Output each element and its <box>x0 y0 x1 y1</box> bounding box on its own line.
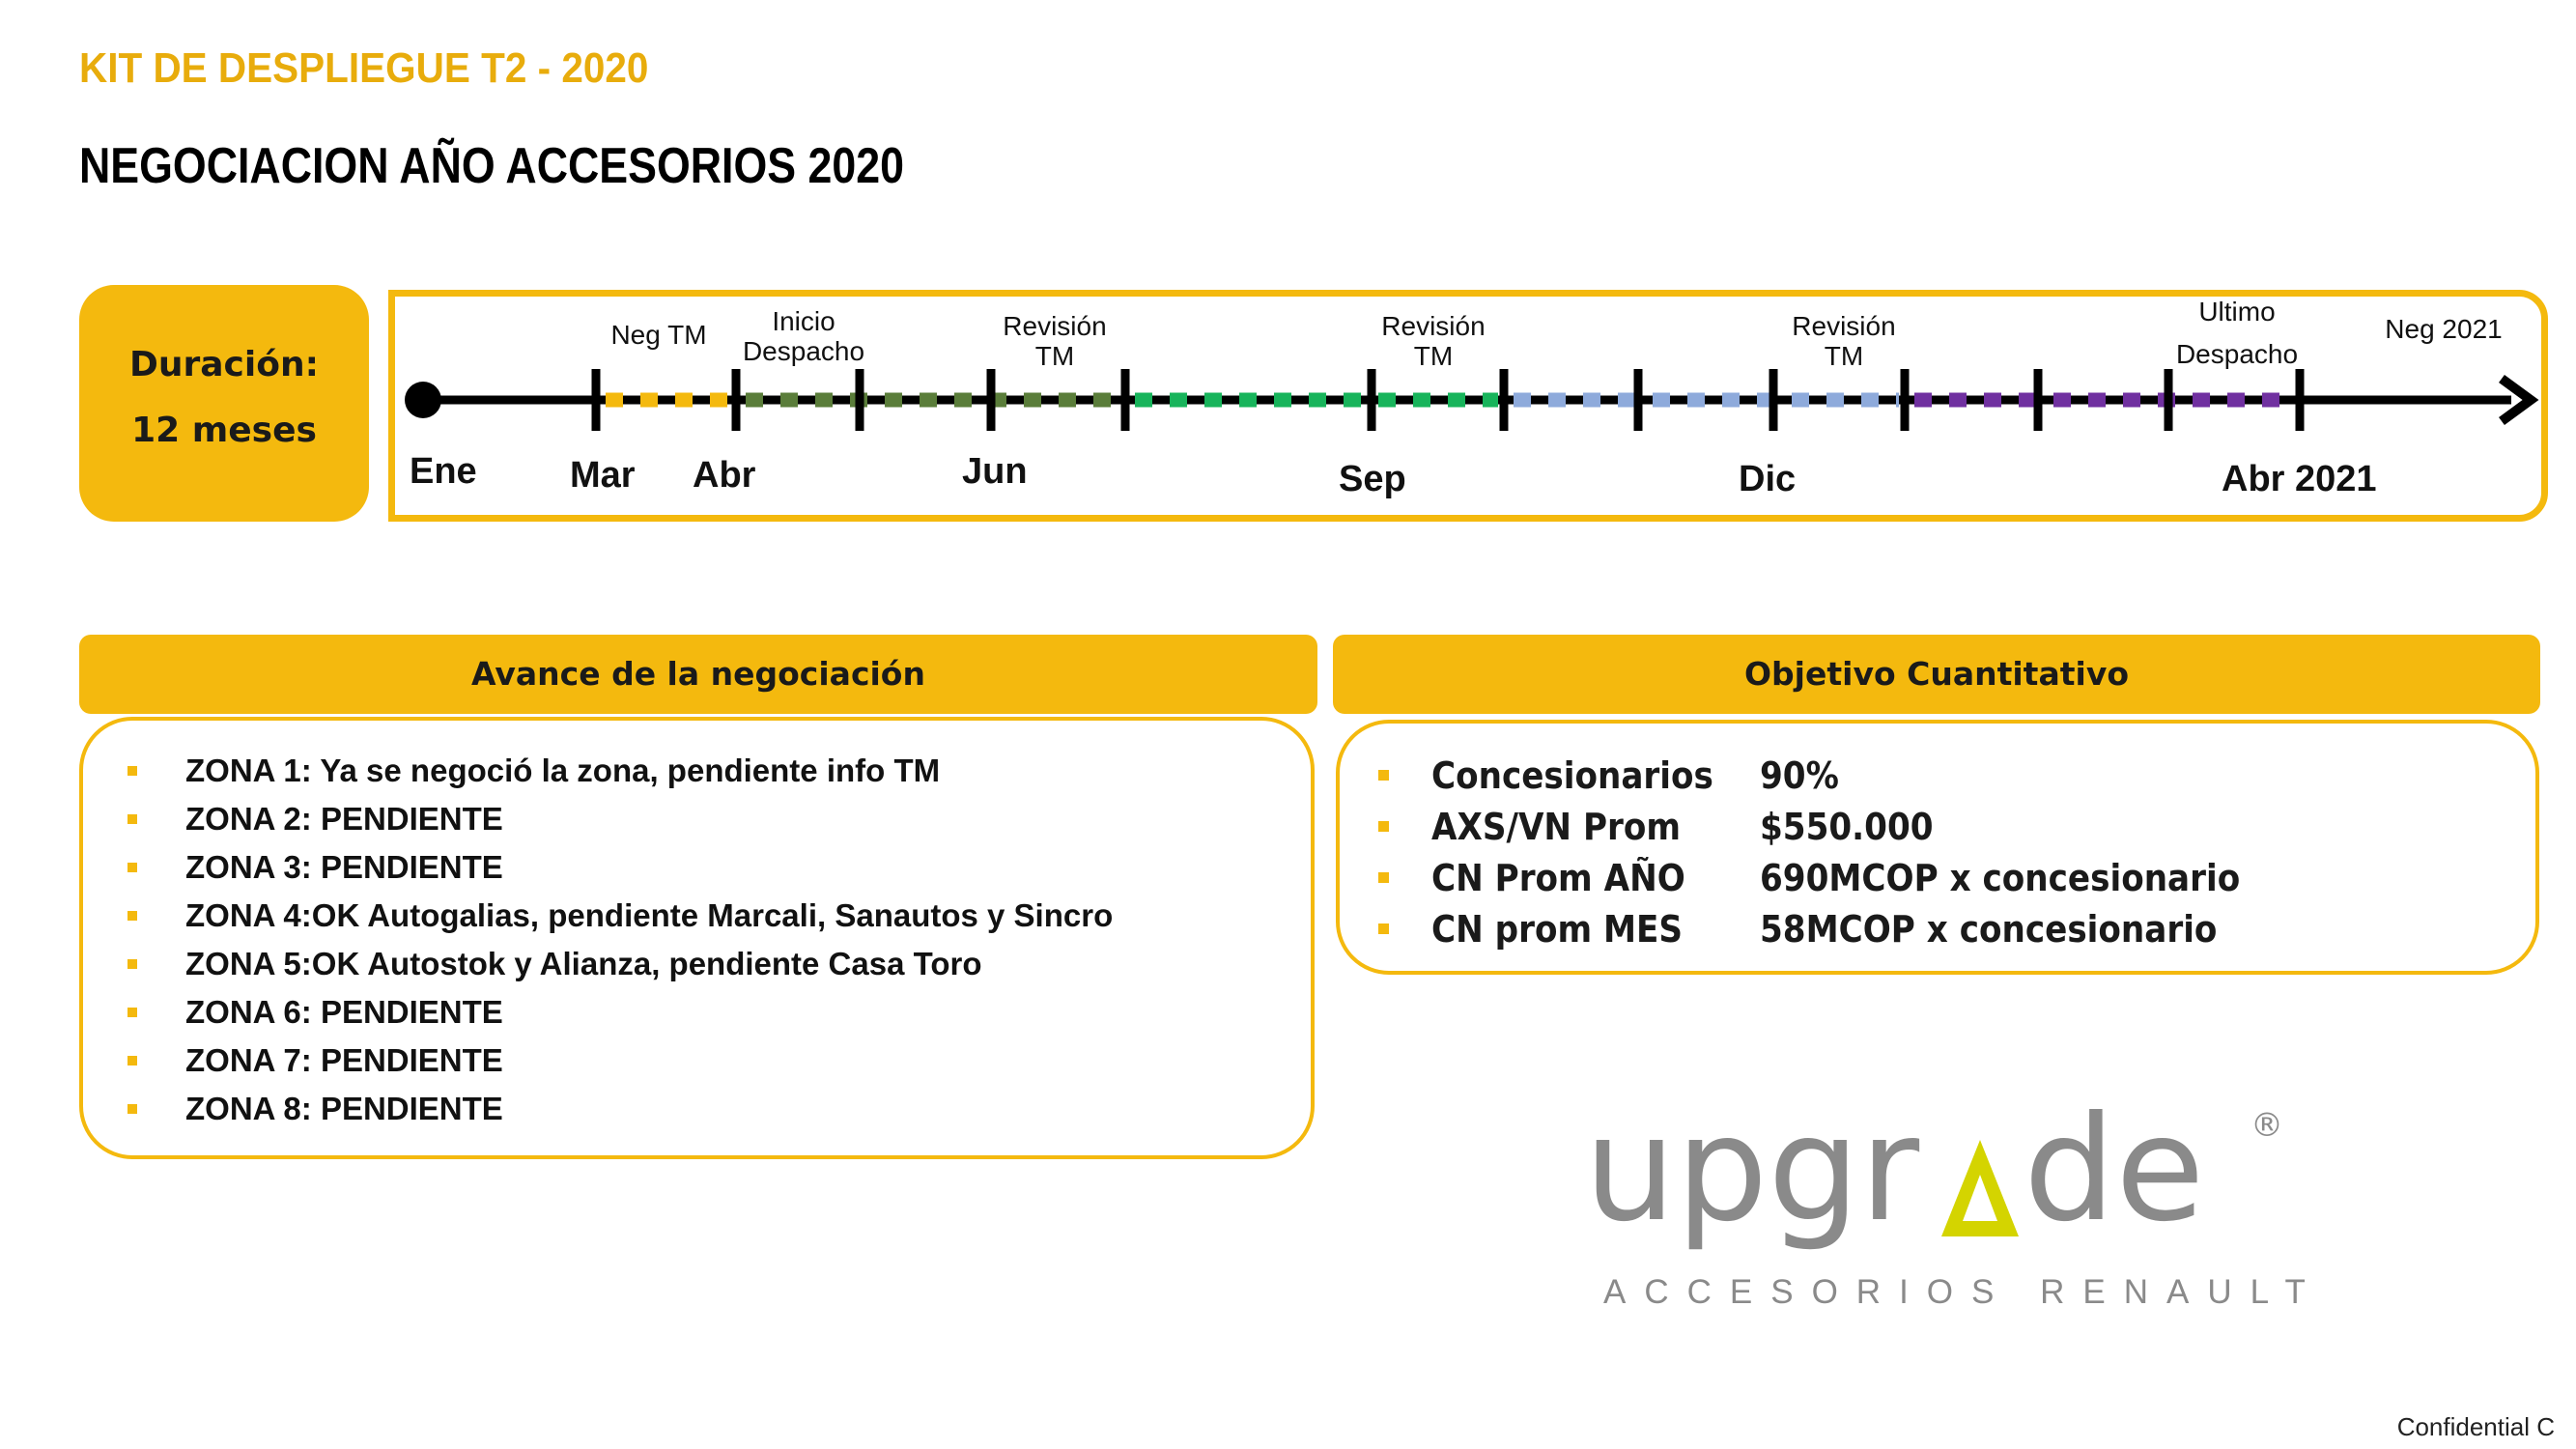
month-label: Abr 2021 <box>2222 459 2377 499</box>
zone-text: ZONA 2: PENDIENTE <box>185 801 503 837</box>
avance-panel: ZONA 1: Ya se negoció la zona, pendiente… <box>79 717 1315 1159</box>
month-label: Jun <box>962 451 1028 492</box>
zone-text: ZONA 3: PENDIENTE <box>185 849 503 885</box>
objetivo-label: Concesionarios <box>1431 754 1713 797</box>
objetivo-value: 690MCOP x concesionario <box>1760 857 2241 899</box>
zone-list: ZONA 1: Ya se negoció la zona, pendiente… <box>83 747 1113 1133</box>
milestone-label: Revisión <box>1003 311 1106 341</box>
objetivo-label: AXS/VN Prom <box>1431 806 1682 848</box>
zone-text: ZONA 7: PENDIENTE <box>185 1042 503 1078</box>
month-label: Mar <box>570 455 636 496</box>
milestone-label: TM <box>1035 341 1074 371</box>
list-item: ZONA 1: Ya se negoció la zona, pendiente… <box>83 747 1113 795</box>
objetivo-label: CN prom MES <box>1431 908 1684 951</box>
list-item: ZONA 7: PENDIENTE <box>83 1037 1113 1085</box>
objetivo-value: $550.000 <box>1760 806 1934 848</box>
duration-box: Duración: 12 meses <box>79 285 369 522</box>
logo-subtitle: ACCESORIOS RENAULT <box>1603 1273 2324 1311</box>
milestone-label: Ultimo <box>2198 297 2275 327</box>
month-label: Abr <box>693 455 756 496</box>
timeline-start-dot <box>405 382 441 418</box>
kit-title: KIT DE DESPLIEGUE T2 - 2020 <box>79 44 649 92</box>
duration-value: 12 meses <box>131 411 317 450</box>
list-item: ZONA 8: PENDIENTE <box>83 1085 1113 1133</box>
registered-icon: ® <box>2250 1106 2283 1145</box>
logo-triangle-icon <box>1941 1140 2019 1236</box>
objetivo-panel: Concesionarios 90% AXS/VN Prom $550.000 CN… <box>1336 720 2539 975</box>
zone-text: ZONA 5:OK Autostok y Alianza, pendiente … <box>185 946 982 981</box>
objetivo-label: CN Prom AÑO <box>1431 857 1685 899</box>
confidential-label: Confidential C <box>2396 1412 2555 1441</box>
month-label: Dic <box>1739 459 1796 499</box>
bullet-icon <box>127 959 137 969</box>
bullet-icon <box>127 911 137 921</box>
list-item: ZONA 6: PENDIENTE <box>83 988 1113 1037</box>
zone-text: ZONA 6: PENDIENTE <box>185 994 503 1030</box>
zone-text: ZONA 4:OK Autogalias, pendiente Marcali,… <box>185 897 1114 933</box>
milestone-label: Revisión <box>1381 311 1485 341</box>
bullet-icon <box>127 1008 137 1017</box>
logo-triangle-base <box>1953 1221 2007 1236</box>
bullet-icon <box>127 863 137 872</box>
upgrade-logo: upgr de ® <box>1584 1101 2283 1254</box>
bullet-icon <box>127 814 137 824</box>
milestone-label: Despacho <box>743 336 864 366</box>
bullet-icon <box>1378 821 1389 832</box>
objetivo-value: 90% <box>1760 754 1839 797</box>
logo-wordmark-left: upgr <box>1584 1101 1919 1254</box>
milestone-label: Neg TM <box>610 320 706 350</box>
milestone-label: TM <box>1825 341 1863 371</box>
zone-text: ZONA 1: Ya se negoció la zona, pendiente… <box>185 753 941 788</box>
arrow-head-icon <box>2499 374 2539 426</box>
bullet-icon <box>1378 770 1389 781</box>
bullet-icon <box>1378 872 1389 883</box>
list-item: ZONA 5:OK Autostok y Alianza, pendiente … <box>83 940 1113 988</box>
list-item: ZONA 4:OK Autogalias, pendiente Marcali,… <box>83 892 1113 940</box>
month-label: Ene <box>410 451 477 492</box>
milestone-label: TM <box>1414 341 1453 371</box>
bullet-icon <box>1378 923 1389 934</box>
milestone-label: Despacho <box>2176 339 2298 369</box>
bullet-icon <box>127 1056 137 1065</box>
list-item: ZONA 2: PENDIENTE <box>83 795 1113 843</box>
bullet-icon <box>127 1104 137 1114</box>
list-item: ZONA 3: PENDIENTE <box>83 843 1113 892</box>
page-title: NEGOCIACION AÑO ACCESORIOS 2020 <box>79 138 904 194</box>
zone-text: ZONA 8: PENDIENTE <box>185 1091 503 1126</box>
objetivo-header: Objetivo Cuantitativo <box>1333 635 2540 714</box>
bullet-icon <box>127 766 137 776</box>
logo-wordmark-right: de <box>2024 1101 2205 1254</box>
milestone-label: Inicio <box>772 306 835 336</box>
duration-label: Duración: <box>129 345 319 384</box>
objetivo-value: 58MCOP x concesionario <box>1760 908 2218 951</box>
milestone-label: Revisión <box>1792 311 1895 341</box>
avance-header: Avance de la negociación <box>79 635 1317 714</box>
month-label: Sep <box>1339 459 1406 499</box>
milestone-label: Neg 2021 <box>2385 314 2502 344</box>
